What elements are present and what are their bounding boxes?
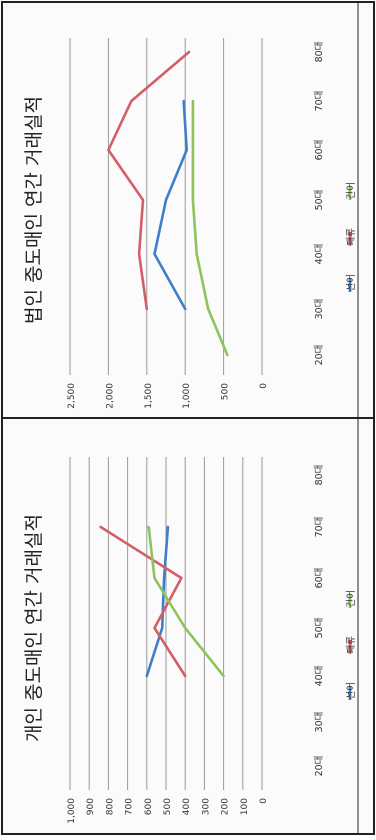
y-tick-label: 200 (221, 798, 231, 815)
x-tick-label: 40대 (314, 666, 325, 687)
y-tick-label: 600 (144, 798, 154, 815)
y-tick-label: 0 (259, 798, 269, 804)
y-tick-label: 1,500 (144, 383, 154, 409)
chart-title: 개인 중도매인 연간 거래실적 (23, 514, 45, 742)
y-tick-label: 2,000 (105, 383, 115, 409)
legend-label: 선어 (346, 274, 357, 291)
legend-label: 패류 (346, 636, 357, 654)
y-tick-label: 400 (182, 798, 192, 815)
y-tick-label: 800 (105, 798, 115, 815)
chart-title: 법인 중도매인 연간 거래실적 (23, 96, 45, 324)
x-tick-label: 50대 (314, 190, 325, 211)
y-tick-label: 900 (86, 798, 96, 815)
series-line-2 (107, 50, 191, 311)
y-tick-label: 500 (221, 383, 231, 400)
y-tick-label: 700 (125, 798, 135, 815)
x-tick-label: 80대 (314, 465, 325, 486)
x-tick-label: 70대 (314, 517, 325, 538)
y-tick-label: 0 (259, 383, 269, 389)
y-tick-label: 500 (163, 798, 173, 815)
x-tick-label: 30대 (314, 299, 325, 320)
x-tick-label: 80대 (314, 42, 325, 63)
x-tick-label: 60대 (314, 568, 325, 589)
y-tick-label: 1,000 (182, 383, 192, 409)
series-line-1 (145, 525, 170, 678)
x-tick-label: 60대 (314, 140, 325, 161)
x-tick-label: 70대 (314, 91, 325, 112)
series-line-3 (191, 99, 229, 357)
legend-label: 패류 (346, 228, 357, 246)
chart-2: 0 500 1,000 1,500 2,000 2,500 20대 30대 40대 50대 60대 7… (23, 38, 357, 409)
x-tick-label: 30대 (314, 712, 325, 733)
chart-1: 0 100 200 300 400 500 600 700 800 900 1,000 20대 30대 4… (23, 457, 357, 824)
y-tick-label: 1,000 (67, 798, 77, 824)
y-tick-label: 2,500 (67, 383, 77, 409)
series-line-2 (99, 525, 187, 678)
x-tick-label: 20대 (314, 345, 325, 366)
x-tick-label: 40대 (314, 244, 325, 265)
series-line-1 (153, 99, 188, 311)
x-tick-label: 50대 (314, 618, 325, 639)
x-tick-label: 20대 (314, 756, 325, 777)
legend-label: 선어 (346, 682, 357, 699)
y-tick-label: 100 (240, 798, 250, 815)
legend-label: 건어 (346, 182, 357, 199)
y-tick-label: 300 (201, 798, 211, 815)
series-line-3 (147, 525, 225, 678)
legend-label: 건어 (346, 590, 357, 607)
